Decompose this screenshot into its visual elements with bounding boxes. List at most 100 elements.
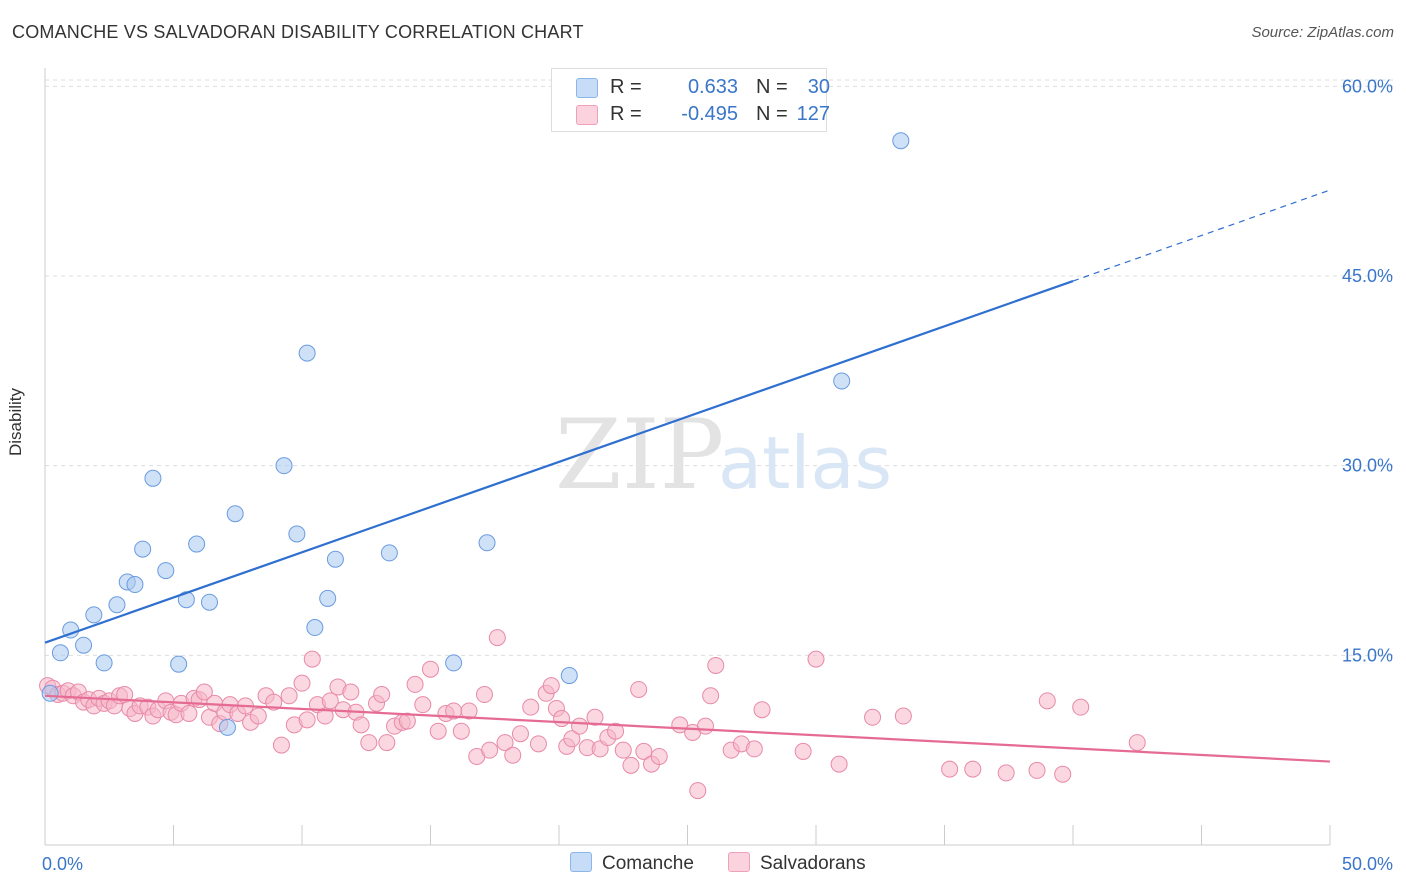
- salvadorans-point: [553, 710, 571, 728]
- comanche-point: [288, 525, 306, 543]
- comanche-point: [144, 469, 162, 487]
- comanche-point: [892, 132, 910, 150]
- salvadorans-point: [496, 734, 514, 752]
- salvadorans-point: [563, 730, 581, 748]
- y-tick-label: 30.0%: [1342, 456, 1393, 476]
- comanche-legend-label: Comanche: [602, 853, 694, 874]
- salvadorans-point: [614, 741, 632, 759]
- comanche-point: [41, 684, 59, 702]
- salvadorans-point: [607, 722, 625, 740]
- y-tick-label: 45.0%: [1342, 266, 1393, 286]
- salvadorans-point: [352, 716, 370, 734]
- salvadorans-point: [630, 680, 648, 698]
- salvadorans-point: [414, 696, 432, 714]
- salvadorans-point: [622, 756, 640, 774]
- salvadorans-point: [272, 736, 290, 754]
- r-label: R =: [610, 76, 642, 98]
- salvadorans-point: [702, 687, 720, 705]
- salvadorans-point: [180, 704, 198, 722]
- salvadorans-point: [422, 660, 439, 678]
- comanche-point: [326, 550, 344, 568]
- salvadorans-point: [429, 722, 447, 740]
- comanche-legend-swatch: [570, 852, 592, 872]
- comanche-point: [200, 593, 218, 611]
- salvadorans-legend-label: Salvadorans: [760, 853, 866, 874]
- comanche-swatch: [576, 78, 598, 98]
- salvadorans-point: [406, 675, 424, 693]
- salvadorans-point: [1028, 761, 1046, 779]
- legend-item-salvadorans: Salvadorans: [728, 852, 866, 875]
- watermark-zip: ZIP: [555, 399, 724, 511]
- salvadorans-point: [941, 760, 959, 778]
- salvadorans-point: [249, 707, 267, 725]
- comanche-point: [126, 576, 144, 594]
- comanche-point: [319, 589, 337, 607]
- salvadorans-point: [689, 782, 707, 800]
- comanche-point: [85, 606, 103, 624]
- legend-item-comanche: Comanche: [570, 852, 694, 875]
- comanche-point: [188, 535, 206, 553]
- watermark: ZIP atlas: [555, 399, 892, 511]
- salvadorans-point: [360, 734, 378, 752]
- salvadorans-point: [298, 711, 316, 729]
- comanche-point: [445, 654, 463, 672]
- chart-title: COMANCHE VS SALVADORAN DISABILITY CORREL…: [12, 22, 584, 42]
- comanche-point: [157, 562, 175, 580]
- n-value: 30: [807, 76, 830, 98]
- salvadorans-point: [830, 755, 848, 773]
- salvadorans-point: [571, 717, 589, 735]
- comanche-point: [380, 544, 398, 562]
- y-tick-label: 60.0%: [1342, 76, 1393, 96]
- r-label: R =: [610, 103, 642, 125]
- comanche-point: [833, 372, 851, 390]
- salvadorans-point: [650, 747, 668, 765]
- watermark-atlas: atlas: [718, 421, 892, 505]
- salvadorans-point: [293, 674, 311, 692]
- salvadorans-point: [280, 687, 298, 705]
- salvadorans-point: [635, 742, 653, 760]
- x-tick-label: 50.0%: [1342, 854, 1393, 874]
- salvadorans-point: [1038, 692, 1056, 710]
- trend-lines: [44, 189, 1331, 763]
- n-label: N =: [756, 76, 788, 98]
- salvadorans-point: [894, 707, 912, 725]
- salvadorans-point: [373, 686, 391, 704]
- comanche-point: [275, 457, 293, 475]
- salvadorans-point: [378, 734, 396, 752]
- stats-legend: R = 0.633 N = 30 R = -0.495 N = 127: [551, 68, 830, 132]
- comanche-point: [218, 718, 236, 736]
- salvadorans-point: [807, 650, 825, 668]
- comanche-point: [95, 654, 113, 672]
- comanche-point: [306, 619, 324, 637]
- comanche-point: [108, 596, 126, 614]
- comanche-point: [560, 667, 578, 685]
- y-tick-label: 15.0%: [1342, 645, 1393, 665]
- salvadorans-point: [1072, 698, 1090, 716]
- salvadorans-point: [745, 740, 763, 758]
- comanche-point: [170, 655, 188, 673]
- n-value: 127: [796, 103, 830, 125]
- salvadorans-point: [586, 708, 604, 726]
- salvadorans-point: [316, 707, 334, 725]
- comanche-point: [177, 591, 195, 609]
- tick-labels: 15.0% 30.0% 45.0% 60.0% 0.0% 50.0%: [42, 76, 1393, 874]
- salvadorans-point: [195, 683, 213, 701]
- salvadorans-trend-line: [44, 694, 1331, 763]
- salvadorans-legend-swatch: [728, 852, 750, 872]
- x-tick-label: 0.0%: [42, 854, 83, 874]
- comanche-point: [298, 344, 316, 362]
- salvadorans-point: [452, 722, 470, 740]
- salvadorans-point: [542, 677, 560, 695]
- comanche-point: [134, 540, 152, 558]
- salvadorans-point: [488, 629, 506, 647]
- salvadorans-point: [707, 656, 725, 674]
- salvadorans-point: [504, 746, 522, 764]
- salvadorans-point: [997, 764, 1015, 782]
- comanche-trend-line: [44, 280, 1074, 644]
- salvadorans-point: [265, 693, 283, 711]
- comanche-point: [226, 505, 244, 523]
- salvadorans-point: [522, 698, 540, 716]
- comanche-point: [478, 534, 496, 552]
- salvadorans-point: [794, 742, 812, 760]
